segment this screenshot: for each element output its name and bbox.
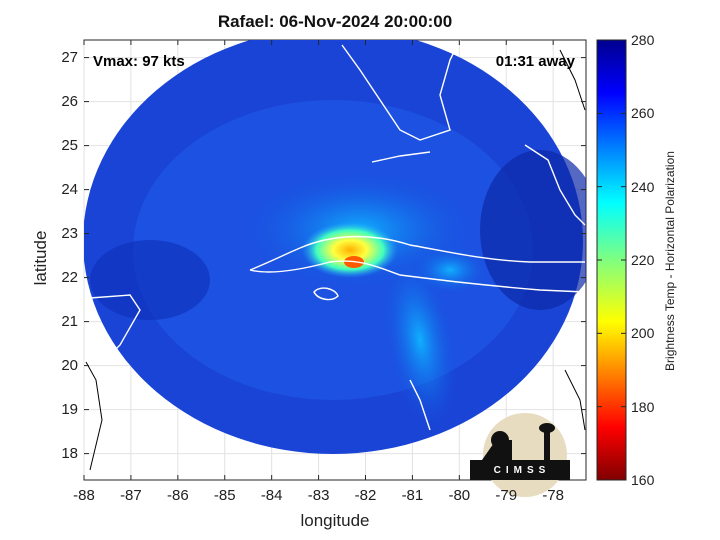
x-tick-label: -78	[542, 487, 564, 504]
swath-layer	[84, 40, 586, 471]
y-tick-label: 22	[61, 268, 78, 286]
coastlines	[89, 40, 586, 431]
logo-ground	[470, 460, 570, 480]
colorbar-tick-label: 280	[631, 32, 655, 48]
logo-text: CIMSS	[493, 465, 551, 476]
x-tick-label: -81	[401, 487, 424, 504]
colorbar-tick-label: 180	[631, 398, 655, 415]
storm-core	[302, 222, 398, 278]
y-tick-label: 19	[61, 400, 78, 418]
x-tick-label: -80	[448, 487, 471, 504]
logo-dish	[491, 431, 509, 449]
y-axis-ticks	[84, 57, 586, 455]
logo-tower-top	[539, 423, 555, 433]
rainband-south	[382, 251, 458, 429]
cimss-logo	[470, 413, 570, 497]
land-outline	[85, 49, 586, 471]
y-tick-label: 25	[61, 136, 78, 154]
x-axis-label: longitude	[300, 511, 370, 530]
x-tick-label: -85	[213, 487, 236, 504]
colorbar-tick-label: 220	[631, 252, 655, 268]
time-away-annotation: 01:31 away	[495, 53, 575, 70]
x-tick-label: -88	[73, 487, 95, 504]
logo-tower	[544, 428, 550, 460]
rainband-east	[410, 245, 490, 295]
colorbar-tick-label: 240	[631, 178, 655, 195]
y-tick-label: 21	[61, 312, 78, 330]
y-tick-label: 26	[61, 92, 78, 110]
colorbar-tick-label: 200	[631, 325, 655, 342]
x-tick-label: -82	[354, 487, 377, 504]
y-tick-label: 23	[61, 224, 78, 242]
colorbar-ticks	[597, 39, 626, 481]
y-tick-label: 27	[61, 48, 78, 66]
x-tick-label: -84	[260, 487, 283, 504]
colorbar-tick-label: 160	[631, 472, 655, 488]
vmax-annotation: Vmax: 97 kts	[93, 53, 185, 70]
y-tick-label: 18	[61, 444, 78, 462]
colorbar-label: Brightness Temp - Horizontal Polarizatio…	[663, 151, 677, 371]
colorbar-tick-label: 260	[631, 105, 655, 122]
y-tick-label: 20	[61, 356, 78, 374]
plot-title: Rafael: 06-Nov-2024 20:00:00	[217, 12, 453, 31]
x-tick-label: -87	[120, 487, 142, 504]
x-tick-label: -86	[166, 487, 189, 504]
x-tick-label: -79	[495, 487, 518, 504]
y-axis-label: latitude	[31, 230, 50, 286]
cold-patch-nw	[90, 240, 210, 320]
x-tick-label: -83	[307, 487, 330, 504]
y-tick-label: 24	[61, 180, 78, 198]
